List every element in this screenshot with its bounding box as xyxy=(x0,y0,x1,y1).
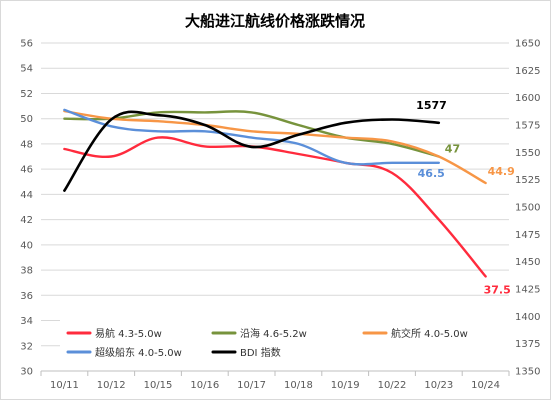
left-axis-tick-label: 50 xyxy=(20,114,33,125)
left-axis-tick-label: 36 xyxy=(20,291,33,302)
x-axis-tick-label: 10/16 xyxy=(190,380,219,391)
end-label-0: 37.5 xyxy=(484,283,511,296)
x-axis-tick-label: 10/19 xyxy=(331,380,360,391)
left-axis-tick-label: 34 xyxy=(20,316,33,327)
left-axis-tick-label: 46 xyxy=(20,165,33,176)
right-axis-tick-label: 1375 xyxy=(515,339,540,350)
right-axis-tick-label: 1450 xyxy=(515,257,540,268)
x-axis-tick-label: 10/17 xyxy=(237,380,266,391)
x-axis-tick-label: 10/15 xyxy=(144,380,173,391)
x-axis-tick-label: 10/12 xyxy=(97,380,126,391)
series-line-3 xyxy=(63,108,440,166)
right-axis-tick-label: 1650 xyxy=(515,39,540,50)
right-axis-tick-label: 1550 xyxy=(515,148,540,159)
series-lines xyxy=(63,108,487,278)
right-axis-tick-label: 1425 xyxy=(515,285,540,296)
left-axis-tick-label: 40 xyxy=(20,240,33,251)
right-axis-tick-label: 1475 xyxy=(515,230,540,241)
left-axis-tick-label: 42 xyxy=(20,215,33,226)
legend-label-2: 航交所 4.0-5.0w xyxy=(391,327,468,340)
x-axis-tick-label: 10/18 xyxy=(284,380,313,391)
legend-label-1: 沿海 4.6-5.2w xyxy=(240,327,307,340)
left-axis-tick-label: 30 xyxy=(20,367,33,378)
series-line-1 xyxy=(63,110,440,158)
right-axis-tick-label: 1525 xyxy=(515,175,540,186)
left-axis-tick-label: 56 xyxy=(20,39,33,50)
series-line-4 xyxy=(63,110,441,192)
left-axis-tick-label: 44 xyxy=(20,190,33,201)
x-axis-tick-label: 10/24 xyxy=(471,380,500,391)
legend: 易航 4.3-5.0w 沿海 4.6-5.2w 航交所 4.0-5.0w 超级船东 4… xyxy=(60,320,515,366)
legend-label-0: 易航 4.3-5.0w xyxy=(95,327,162,340)
right-axis-tick-label: 1500 xyxy=(515,203,540,214)
end-labels: 37.5 47 44.9 46.5 1577 xyxy=(416,99,515,297)
end-label-2: 44.9 xyxy=(488,165,515,178)
series-line-0 xyxy=(63,136,487,278)
legend-background xyxy=(60,320,515,366)
end-label-3: 46.5 xyxy=(418,167,445,180)
left-axis-tick-label: 54 xyxy=(20,64,33,75)
legend-label-4: BDI 指数 xyxy=(240,346,281,359)
end-label-4: 1577 xyxy=(416,99,447,112)
legend-label-3: 超级船东 4.0-5.0w xyxy=(95,346,182,359)
chart-title: 大船进江航线价格涨跌情况 xyxy=(185,12,365,30)
x-axis-tick-label: 10/22 xyxy=(378,380,407,391)
left-axis-tick-label: 38 xyxy=(20,266,33,277)
right-axis-tick-label: 1575 xyxy=(515,121,540,132)
right-axis-tick-label: 1600 xyxy=(515,93,540,104)
series-line-2 xyxy=(63,109,487,185)
right-axis-tick-label: 1625 xyxy=(515,66,540,77)
left-axis-tick-label: 32 xyxy=(20,341,33,352)
x-axis-tick-label: 10/11 xyxy=(50,380,79,391)
right-axis-tick-label: 1350 xyxy=(515,367,540,378)
left-axis-tick-label: 48 xyxy=(20,139,33,150)
x-axis-tick-label: 10/23 xyxy=(424,380,453,391)
left-axis-tick-label: 52 xyxy=(20,89,33,100)
end-label-1: 47 xyxy=(445,143,460,156)
right-axis-tick-label: 1400 xyxy=(515,312,540,323)
axes: 30 32 34 36 38 40 42 44 46 48 50 52 54 56 1350 1375 1400… xyxy=(20,39,540,392)
